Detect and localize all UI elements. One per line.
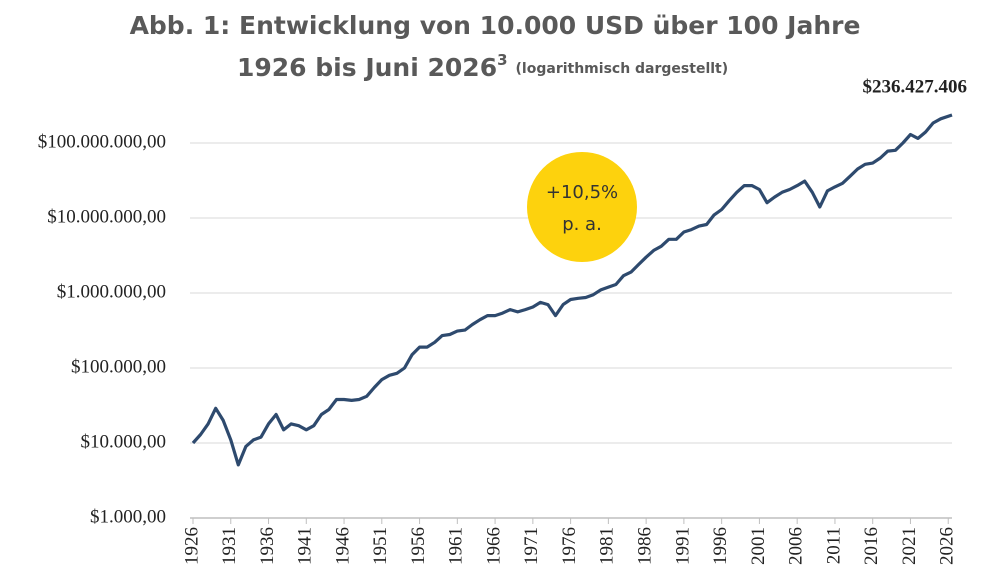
- x-tick-label: 1971: [521, 527, 542, 565]
- series-line: [191, 113, 953, 467]
- x-tick-label: 2011: [823, 527, 844, 564]
- y-tick-label: $100.000.000,00: [38, 131, 166, 152]
- y-tick-label: $100.000,00: [71, 356, 166, 377]
- y-tick-label: $10.000.000,00: [47, 206, 166, 227]
- subtitle-note: (logarithmisch dargestellt): [516, 61, 729, 77]
- x-tick-label: 2001: [748, 527, 769, 565]
- chart-subtitle: 1926 bis Juni 20263 (logarithmisch darges…: [237, 51, 728, 83]
- x-tick-label: 1936: [257, 527, 278, 565]
- x-tick-label: 2006: [786, 527, 807, 565]
- x-tick-label: 1986: [634, 527, 655, 565]
- subtitle-text: 1926 bis Juni 2026: [237, 53, 497, 82]
- superscript: 3: [497, 51, 507, 69]
- x-tick-label: 1951: [370, 527, 391, 565]
- annotation-bubble: [527, 152, 637, 262]
- y-tick-label: $1.000.000,00: [57, 281, 166, 302]
- x-tick-label: 1941: [295, 527, 316, 565]
- x-tick-label: 1981: [597, 527, 618, 565]
- x-tick-label: 2026: [937, 527, 958, 565]
- x-tick-label: 1966: [483, 527, 504, 565]
- x-tick-label: 1926: [181, 527, 202, 565]
- value-label: $236.427.406: [863, 76, 968, 97]
- x-tick-label: 2016: [861, 527, 882, 565]
- x-tick-label: 1931: [219, 527, 240, 565]
- x-tick-label: 2021: [899, 527, 920, 565]
- x-tick-label: 1961: [446, 527, 467, 565]
- x-tick-label: 1996: [710, 527, 731, 565]
- x-tick-label: 1946: [332, 527, 353, 565]
- y-tick-label: $1.000,00: [90, 506, 166, 527]
- y-tick-label: $10.000,00: [81, 431, 167, 452]
- annotation-text: p. a.: [562, 214, 602, 235]
- annotation-text: +10,5%: [546, 182, 618, 203]
- chart-title: Abb. 1: Entwicklung von 10.000 USD über …: [130, 11, 861, 40]
- x-tick-label: 1991: [672, 527, 693, 565]
- x-tick-label: 1976: [559, 527, 580, 565]
- x-tick-label: 1956: [408, 527, 429, 565]
